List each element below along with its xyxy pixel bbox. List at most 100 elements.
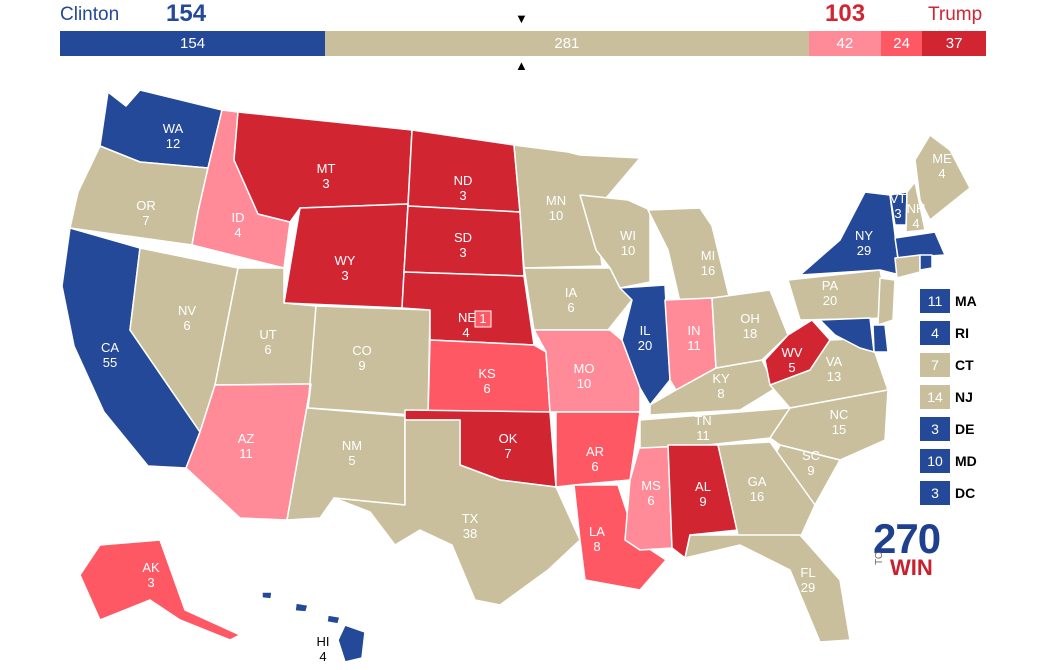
state-label-MS: MS bbox=[641, 478, 661, 493]
bar-segment-tossup: 281 bbox=[325, 31, 809, 56]
state-label-NE: NE bbox=[458, 310, 476, 325]
state-shape-CT[interactable] bbox=[894, 254, 921, 279]
state-votes-WV: 5 bbox=[788, 360, 795, 375]
state-shape-MD[interactable] bbox=[819, 317, 875, 353]
state-votes-IN: 11 bbox=[687, 338, 701, 353]
bar-segment-lean-trump: 42 bbox=[808, 31, 881, 56]
state-votes-NE: 4 bbox=[462, 325, 469, 340]
logo-number: 270 bbox=[873, 515, 941, 562]
state-votes-AR: 6 bbox=[591, 459, 598, 474]
state-shape-IA[interactable] bbox=[523, 267, 633, 331]
state-shape-NJ[interactable] bbox=[877, 277, 896, 326]
state-votes-WI: 10 bbox=[621, 243, 635, 258]
state-votes-OR: 7 bbox=[142, 213, 149, 228]
state-label-OR: OR bbox=[136, 198, 156, 213]
state-label-TX: TX bbox=[462, 511, 479, 526]
state-label-UT: UT bbox=[259, 327, 276, 342]
ne-district-box[interactable] bbox=[474, 310, 492, 328]
state-label-AZ: AZ bbox=[238, 431, 255, 446]
state-label-ND: ND bbox=[454, 173, 473, 188]
state-label-GA: GA bbox=[748, 474, 767, 489]
small-state-votes[interactable]: 4 bbox=[920, 321, 950, 345]
hawaii-island-maui[interactable] bbox=[326, 614, 341, 625]
small-state-label: NJ bbox=[955, 389, 973, 405]
state-label-VA: VA bbox=[826, 354, 843, 369]
state-label-HI: HI bbox=[317, 634, 330, 649]
state-label-WY: WY bbox=[335, 253, 356, 268]
state-shape-NY[interactable] bbox=[799, 191, 901, 276]
small-state-votes[interactable]: 3 bbox=[920, 417, 950, 441]
bar-segment-clinton: 154 bbox=[60, 31, 326, 56]
state-votes-WY: 3 bbox=[341, 268, 348, 283]
state-label-OH: OH bbox=[740, 311, 760, 326]
state-votes-NY: 29 bbox=[857, 243, 871, 258]
state-shape-LA[interactable] bbox=[573, 484, 667, 591]
state-label-PA: PA bbox=[822, 278, 839, 293]
small-state-label: DE bbox=[955, 421, 975, 437]
ne-district-votes: 1 bbox=[479, 311, 486, 326]
state-label-SC: SC bbox=[802, 448, 820, 463]
state-shape-AR[interactable] bbox=[555, 411, 641, 488]
state-shape-PA[interactable] bbox=[787, 269, 891, 321]
state-label-NV: NV bbox=[178, 303, 196, 318]
state-shape-TN[interactable] bbox=[639, 407, 791, 449]
state-shape-MA[interactable] bbox=[894, 231, 946, 259]
state-label-KY: KY bbox=[712, 371, 730, 386]
state-votes-GA: 16 bbox=[750, 489, 764, 504]
small-state-votes[interactable]: 14 bbox=[920, 385, 950, 409]
hawaii-island-oahu[interactable] bbox=[294, 602, 309, 613]
state-label-IL: IL bbox=[640, 323, 651, 338]
state-label-LA: LA bbox=[589, 524, 605, 539]
small-state-label: RI bbox=[955, 325, 969, 341]
state-shape-GA[interactable] bbox=[717, 441, 816, 539]
state-label-WI: WI bbox=[620, 228, 636, 243]
state-shape-RI[interactable] bbox=[919, 254, 933, 271]
state-shape-OH[interactable] bbox=[711, 289, 789, 369]
state-label-VT: VT bbox=[890, 191, 907, 206]
state-label-MI: MI bbox=[701, 248, 715, 263]
state-votes-KY: 8 bbox=[717, 386, 724, 401]
hawaii-island-kauai[interactable] bbox=[261, 591, 273, 600]
state-shape-AK[interactable] bbox=[79, 539, 241, 641]
state-shape-NH[interactable] bbox=[905, 181, 926, 233]
state-shape-DE[interactable] bbox=[872, 324, 889, 353]
state-votes-SC: 9 bbox=[807, 463, 814, 478]
clinton-label: Clinton bbox=[60, 4, 120, 25]
small-state-label: MD bbox=[955, 453, 977, 469]
state-shape-CO[interactable] bbox=[307, 305, 431, 417]
state-votes-LA: 8 bbox=[593, 539, 600, 554]
270towin-logo: 270 TO WIN bbox=[870, 515, 960, 585]
small-state-votes[interactable]: 7 bbox=[920, 353, 950, 377]
state-votes-KS: 6 bbox=[483, 381, 490, 396]
state-votes-WA: 12 bbox=[166, 136, 180, 151]
state-votes-NM: 5 bbox=[348, 453, 355, 468]
state-shape-ME[interactable] bbox=[914, 134, 971, 221]
state-shape-TX[interactable] bbox=[333, 419, 581, 606]
logo-win: WIN bbox=[890, 555, 933, 580]
small-state-votes[interactable]: 10 bbox=[920, 449, 950, 473]
state-votes-UT: 6 bbox=[264, 342, 271, 357]
small-state-label: CT bbox=[955, 357, 974, 373]
state-shape-MO[interactable] bbox=[533, 329, 641, 413]
state-votes-VA: 13 bbox=[827, 369, 841, 384]
state-votes-ID: 4 bbox=[234, 225, 241, 240]
state-shape-WI[interactable] bbox=[579, 194, 651, 289]
small-state-votes[interactable]: 11 bbox=[920, 289, 950, 313]
state-votes-TN: 11 bbox=[696, 428, 710, 443]
bar-segment-likely-trump: 24 bbox=[880, 31, 923, 56]
trump-label: Trump bbox=[928, 4, 983, 25]
state-votes-AK: 3 bbox=[147, 575, 154, 590]
small-state-votes[interactable]: 3 bbox=[920, 481, 950, 505]
state-votes-CA: 55 bbox=[103, 355, 117, 370]
state-votes-NV: 6 bbox=[183, 318, 190, 333]
threshold-down-arrow-icon: ▼ bbox=[515, 11, 528, 26]
state-label-ME: ME bbox=[932, 151, 952, 166]
state-votes-NC: 15 bbox=[832, 422, 846, 437]
state-label-NY: NY bbox=[855, 228, 873, 243]
state-label-KS: KS bbox=[478, 366, 496, 381]
state-votes-OH: 18 bbox=[743, 326, 757, 341]
state-votes-CO: 9 bbox=[358, 358, 365, 373]
state-shape-HI[interactable] bbox=[337, 624, 366, 663]
state-shape-FL[interactable] bbox=[684, 534, 851, 643]
